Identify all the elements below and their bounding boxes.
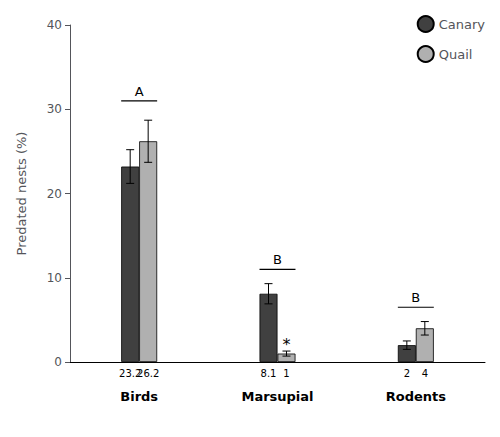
svg-text:B: B [411, 290, 420, 305]
svg-text:*: * [282, 335, 290, 354]
svg-text:Rodents: Rodents [386, 389, 447, 404]
svg-text:23.2: 23.2 [119, 367, 142, 379]
svg-text:4: 4 [422, 368, 428, 379]
svg-text:30: 30 [47, 102, 62, 116]
svg-text:Marsupial: Marsupial [241, 389, 313, 404]
svg-text:1: 1 [283, 368, 289, 379]
svg-text:Predated nests (%): Predated nests (%) [14, 132, 29, 256]
svg-text:Quail: Quail [439, 47, 473, 62]
svg-text:20: 20 [47, 187, 62, 201]
svg-text:10: 10 [47, 271, 62, 285]
svg-text:A: A [135, 84, 144, 99]
svg-text:2: 2 [404, 368, 410, 379]
svg-text:40: 40 [47, 18, 62, 32]
svg-text:Canary: Canary [439, 17, 486, 32]
svg-text:8.1: 8.1 [261, 368, 277, 379]
svg-text:Birds: Birds [120, 389, 158, 404]
svg-text:0: 0 [54, 355, 62, 369]
svg-text:26.2: 26.2 [137, 368, 159, 379]
svg-text:B: B [273, 252, 282, 267]
